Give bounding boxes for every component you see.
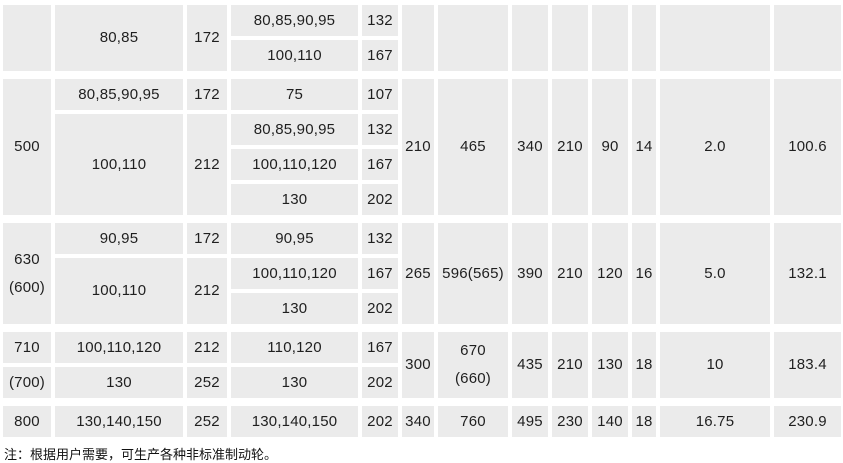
table-cell: 252 [187, 406, 227, 437]
table-cell-empty [552, 5, 588, 71]
table-cell: 340 [402, 406, 434, 437]
table-cell: 210 [402, 79, 434, 215]
table-cell: 140 [592, 406, 628, 437]
table-cell-empty [632, 5, 656, 71]
table-cell: 130,140,150 [231, 406, 358, 437]
table-cell: 80,85 [55, 5, 183, 71]
table-cell: 167 [362, 258, 398, 289]
table-cell: 100.6 [774, 79, 841, 215]
table-cell: 90,95 [231, 223, 358, 254]
table-cell: 172 [187, 223, 227, 254]
table-cell: 130 [231, 184, 358, 215]
table-cell: 107 [362, 79, 398, 110]
table-cell: 2.0 [660, 79, 770, 215]
table-cell: 252 [187, 367, 227, 398]
spec-table: 80,85 172 80,85,90,95 132 100,110 167 500 80,85… [3, 5, 841, 437]
table-cell: 500 [3, 79, 51, 215]
table-cell: 630 (600) [3, 223, 51, 324]
table-cell: (700) [3, 367, 51, 398]
table-cell: 670 (660) [438, 332, 508, 398]
table-cell-empty [660, 5, 770, 71]
table-cell: 435 [512, 332, 548, 398]
table-cell: 18 [632, 332, 656, 398]
table-cell: 100,110,120 [231, 149, 358, 180]
table-cell: 132 [362, 5, 398, 36]
table-cell: 172 [187, 5, 227, 71]
table-cell: 90 [592, 79, 628, 215]
table-cell-empty [402, 5, 434, 71]
table-cell: 710 [3, 332, 51, 363]
table-cell: 210 [552, 79, 588, 215]
table-cell: 210 [552, 223, 588, 324]
table-cell: 230 [552, 406, 588, 437]
table-cell: 760 [438, 406, 508, 437]
table-cell: 202 [362, 367, 398, 398]
table-cell: 80,85,90,95 [55, 79, 183, 110]
table-cell-empty [3, 5, 51, 71]
table-cell: 495 [512, 406, 548, 437]
table-cell: 183.4 [774, 332, 841, 398]
table-cell: 212 [187, 114, 227, 215]
table-cell-empty [592, 5, 628, 71]
table-cell: 202 [362, 293, 398, 324]
table-cell: 5.0 [660, 223, 770, 324]
table-cell: 172 [187, 79, 227, 110]
table-cell: 10 [660, 332, 770, 398]
table-cell: 212 [187, 332, 227, 363]
table-cell: 132 [362, 223, 398, 254]
table-cell: 130 [592, 332, 628, 398]
table-cell: 100,110,120 [231, 258, 358, 289]
table-cell-empty [512, 5, 548, 71]
table-cell: 265 [402, 223, 434, 324]
table-cell-empty [438, 5, 508, 71]
table-cell: 167 [362, 332, 398, 363]
table-cell: 596(565) [438, 223, 508, 324]
table-cell: 212 [187, 258, 227, 324]
table-cell: 130 [231, 293, 358, 324]
table-note: 注：根据用户需要，可生产各种非标准制动轮。 [4, 448, 278, 463]
table-cell: 167 [362, 40, 398, 71]
table-cell: 210 [552, 332, 588, 398]
table-cell: 300 [402, 332, 434, 398]
table-cell: 167 [362, 149, 398, 180]
table-cell: 390 [512, 223, 548, 324]
table-cell: 100,110 [231, 40, 358, 71]
table-cell: 100,110,120 [55, 332, 183, 363]
table-cell: 80,85,90,95 [231, 114, 358, 145]
table-cell: 202 [362, 184, 398, 215]
table-cell: 100,110 [55, 258, 183, 324]
table-cell: 110,120 [231, 332, 358, 363]
table-cell: 130,140,150 [55, 406, 183, 437]
table-cell: 202 [362, 406, 398, 437]
table-cell-empty [774, 5, 841, 71]
table-cell: 16 [632, 223, 656, 324]
table-cell: 120 [592, 223, 628, 324]
table-cell: 90,95 [55, 223, 183, 254]
table-cell: 130 [55, 367, 183, 398]
table-cell: 18 [632, 406, 656, 437]
table-cell: 16.75 [660, 406, 770, 437]
table-cell: 130 [231, 367, 358, 398]
table-cell: 465 [438, 79, 508, 215]
table-cell: 14 [632, 79, 656, 215]
table-cell: 230.9 [774, 406, 841, 437]
table-cell: 132.1 [774, 223, 841, 324]
table-cell: 75 [231, 79, 358, 110]
table-cell: 800 [3, 406, 51, 437]
table-cell: 80,85,90,95 [231, 5, 358, 36]
table-cell: 132 [362, 114, 398, 145]
table-cell: 100,110 [55, 114, 183, 215]
table-cell: 340 [512, 79, 548, 215]
